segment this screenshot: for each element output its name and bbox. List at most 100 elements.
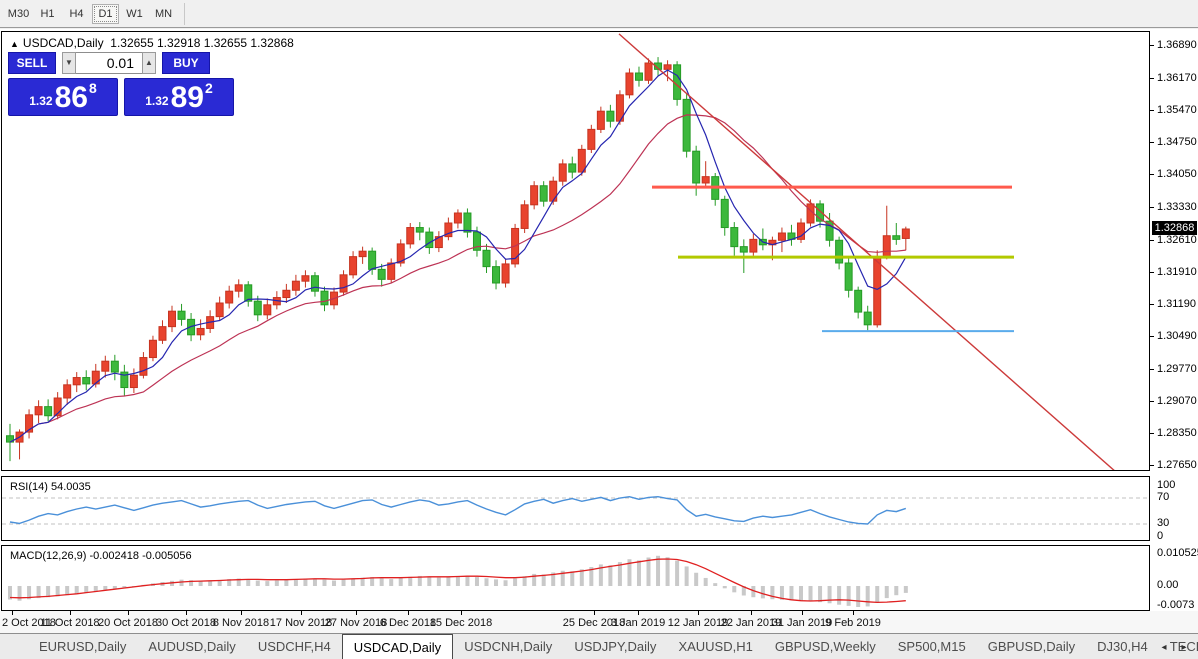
candle-body xyxy=(816,203,825,222)
date-axis-tick xyxy=(594,611,595,615)
buy-price-box[interactable]: 1.32 89 2 xyxy=(124,78,234,116)
candle-body xyxy=(434,236,443,249)
date-axis-tick xyxy=(802,611,803,615)
volume-input[interactable] xyxy=(76,52,142,74)
date-axis-tick xyxy=(408,611,409,615)
current-price-tag: 1.32868 xyxy=(1152,221,1197,235)
tab-scroll-left-icon[interactable]: ◂ xyxy=(1161,641,1167,653)
candle-body xyxy=(234,284,243,292)
macd-histogram-bar xyxy=(503,580,508,586)
candle-body xyxy=(596,110,605,130)
macd-histogram-bar xyxy=(379,578,384,586)
candle-body xyxy=(129,374,138,389)
tab-gbpusd-weekly[interactable]: GBPUSD,Weekly xyxy=(774,639,876,654)
main-price-chart[interactable]: ▲ USDCAD,Daily 1.32655 1.32918 1.32655 1.… xyxy=(1,31,1150,471)
candle-body xyxy=(263,304,272,316)
price-axis-tick xyxy=(1150,174,1154,176)
collapse-icon[interactable]: ▲ xyxy=(10,39,19,49)
volume-decrease-button[interactable]: ▼ xyxy=(62,52,76,74)
date-axis-label: 31 Jan 2019 xyxy=(771,617,833,629)
tab-usdchf-h4[interactable]: USDCHF,H4 xyxy=(257,639,331,654)
macd-histogram-bar xyxy=(446,577,451,586)
macd-indicator-pane[interactable]: MACD(12,26,9) -0.002418 -0.005056 xyxy=(1,545,1150,611)
macd-histogram-bar xyxy=(408,576,413,586)
tab-xauusd-h1[interactable]: XAUUSD,H1 xyxy=(678,639,753,654)
tab-eurusd-daily[interactable]: EURUSD,Daily xyxy=(39,639,127,654)
macd-histogram-bar xyxy=(837,586,842,605)
tab-dj30-h4[interactable]: DJ30,H4 xyxy=(1097,639,1148,654)
rsi-plot[interactable] xyxy=(2,477,1149,540)
tab-usdcad-daily[interactable]: USDCAD,Daily xyxy=(341,634,454,659)
candle-body xyxy=(501,263,510,284)
macd-histogram-bar xyxy=(856,586,861,608)
macd-histogram-bar xyxy=(665,557,670,586)
timeframe-button-h1[interactable]: H1 xyxy=(40,7,55,20)
candle-body xyxy=(244,284,253,302)
volume-increase-button[interactable]: ▲ xyxy=(142,52,156,74)
tab-sp500-m15[interactable]: SP500,M15 xyxy=(897,639,966,654)
one-click-trade-panel: SELL ▼ ▲ BUY 1.32 86 8 1.32 89 2 xyxy=(8,52,234,116)
slow-ma-line xyxy=(9,114,906,443)
sell-price-box[interactable]: 1.32 86 8 xyxy=(8,78,118,116)
buy-price-sup: 2 xyxy=(204,80,213,96)
candle-body xyxy=(406,227,415,245)
macd-histogram-bar xyxy=(36,586,41,599)
macd-histogram-bar xyxy=(646,557,651,586)
price-axis-tick xyxy=(1150,271,1154,273)
macd-axis-label: 0.010525 xyxy=(1157,547,1198,559)
date-axis-label: 22 Jan 2019 xyxy=(720,617,782,629)
timeframe-button-w1[interactable]: W1 xyxy=(126,7,143,20)
price-axis-label: 1.30490 xyxy=(1157,330,1197,343)
rsi-line xyxy=(9,495,907,525)
macd-histogram-bar xyxy=(84,586,89,593)
date-axis-tick xyxy=(638,611,639,615)
sell-button[interactable]: SELL xyxy=(8,52,56,74)
buy-price-small: 1.32 xyxy=(145,94,169,108)
tab-scroll-arrows: ◂ ▸ xyxy=(1154,634,1194,659)
macd-histogram-bar xyxy=(8,586,12,600)
tab-usdjpy-daily[interactable]: USDJPY,Daily xyxy=(574,639,657,654)
price-axis-label: 1.32610 xyxy=(1157,233,1197,246)
candle-body xyxy=(377,268,386,280)
tab-audusd-daily[interactable]: AUDUSD,Daily xyxy=(148,639,236,654)
price-axis[interactable]: 1.36890 1.36170 1.35470 1.34750 1.34050 1.333… xyxy=(1150,29,1198,611)
tab-usdcnh-daily[interactable]: USDCNH,Daily xyxy=(464,639,553,654)
timeframe-button-mn[interactable]: MN xyxy=(154,7,173,20)
candle-body xyxy=(701,176,710,184)
date-axis-tick xyxy=(698,611,699,615)
timeframe-button-h4[interactable]: H4 xyxy=(69,7,84,20)
candle-body xyxy=(520,204,529,229)
buy-button[interactable]: BUY xyxy=(162,52,210,74)
chart-title: ▲ USDCAD,Daily 1.32655 1.32918 1.32655 1.… xyxy=(10,36,294,50)
macd-histogram-bar xyxy=(55,586,60,597)
timeframe-button-m30[interactable]: M30 xyxy=(7,7,30,20)
candle-body xyxy=(892,235,901,240)
candle-body xyxy=(339,274,348,293)
macd-plot[interactable] xyxy=(2,546,1149,610)
timeframe-button-d1[interactable]: D1 xyxy=(92,3,119,24)
rsi-axis-label: 70 xyxy=(1157,491,1170,503)
tab-gbpusd-daily[interactable]: GBPUSD,Daily xyxy=(987,639,1076,654)
macd-histogram-bar xyxy=(265,581,270,586)
candle-body xyxy=(291,280,300,291)
date-axis[interactable]: 2 Oct 2018 11 Oct 2018 20 Oct 2018 30 Oct 2… xyxy=(0,611,1198,633)
macd-histogram-bar xyxy=(255,580,260,586)
rsi-indicator-pane[interactable]: RSI(14) 54.0035 xyxy=(1,476,1150,541)
tab-scroll-right-icon[interactable]: ▸ xyxy=(1181,641,1187,653)
macd-histogram-bar xyxy=(827,586,832,604)
candle-body xyxy=(539,185,548,202)
date-axis-label: 2 Oct 2018 xyxy=(2,617,56,629)
timeframe-toolbar: M30 H1 H4 D1 W1 MN xyxy=(0,0,1198,28)
candle-body xyxy=(568,163,577,173)
candle-body xyxy=(825,220,834,241)
price-axis-tick xyxy=(1150,207,1154,208)
candlestick-plot[interactable] xyxy=(2,32,1149,470)
macd-histogram-bar xyxy=(27,586,32,600)
macd-histogram-bar xyxy=(713,583,718,586)
rsi-axis-label: 30 xyxy=(1157,517,1170,529)
macd-histogram-bar xyxy=(246,579,251,586)
candle-body xyxy=(158,326,167,341)
tab-tech100-h1[interactable]: TECH100,H1 xyxy=(1169,639,1198,654)
candle-body xyxy=(882,235,891,258)
date-axis-label: 9 Feb 2019 xyxy=(825,617,881,629)
